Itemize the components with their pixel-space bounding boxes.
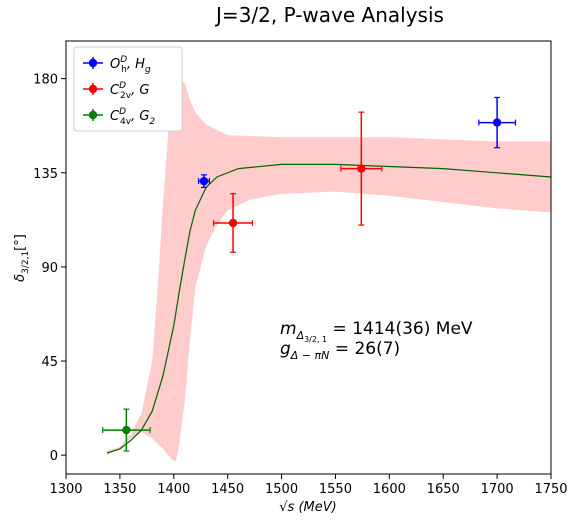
y-tick-label: 180 (33, 73, 58, 88)
y-axis-ticks: 0 45 90 135 180 (33, 73, 66, 464)
x-tick-label: 1650 (427, 482, 460, 497)
legend-marker (88, 110, 98, 120)
annotation-mass: mΔ3/2, 1 = 1414(36) MeV (280, 319, 473, 344)
y-axis-label: δ3/2,1[°] (13, 234, 31, 282)
x-tick-label: 1700 (481, 482, 514, 497)
y-tick-label: 90 (41, 261, 58, 276)
legend-label: CD 2v, G (110, 81, 149, 101)
data-point (478, 96, 517, 149)
annotation-coupling: gΔ − πN = 26(7) (280, 339, 400, 362)
error-band-layer (106, 78, 551, 462)
legend-marker (88, 58, 98, 68)
x-axis-ticks: 1300 1350 1400 1450 1500 1550 1600 1650 1700 1750 (49, 474, 568, 497)
data-point (102, 408, 151, 452)
marker (199, 176, 209, 186)
marker (357, 164, 366, 173)
legend-item: CD 2v, G (83, 81, 149, 101)
x-tick-label: 1300 (49, 482, 82, 497)
fit-curve (106, 163, 552, 454)
x-tick-label: 1400 (157, 482, 190, 497)
legend-box (73, 46, 183, 132)
y-tick-label: 0 (50, 449, 58, 464)
data-point (197, 174, 210, 189)
data-points-layer (102, 96, 517, 452)
x-tick-label: 1500 (265, 482, 298, 497)
data-point (340, 111, 383, 226)
x-tick-label: 1450 (211, 482, 244, 497)
legend-item: OD h, Hg (83, 55, 151, 75)
legend-marker (88, 84, 98, 94)
y-tick-label: 45 (41, 355, 58, 370)
error-band (106, 78, 551, 462)
data-point (213, 193, 254, 253)
legend: OD h, Hg CD 2v, G CD 4v, G2 (73, 46, 183, 132)
legend-label: CD 4v, G2 (110, 107, 155, 127)
x-tick-label: 1350 (103, 482, 136, 497)
y-tick-label: 135 (33, 167, 58, 182)
marker (122, 425, 131, 435)
chart-title: J=3/2, P-wave Analysis (214, 3, 444, 27)
x-tick-label: 1750 (534, 482, 567, 497)
x-tick-label: 1600 (373, 482, 406, 497)
fit-annotation: mΔ3/2, 1 = 1414(36) MeV gΔ − πN = 26(7) (280, 319, 473, 362)
x-tick-label: 1550 (319, 482, 352, 497)
fit-curve-layer (106, 163, 552, 454)
legend-label: OD h, Hg (110, 55, 151, 75)
plot-frame (65, 40, 552, 475)
x-axis-label: √s (MeV) (279, 500, 336, 515)
legend-item: CD 4v, G2 (83, 107, 155, 127)
marker (228, 218, 238, 228)
marker (492, 118, 502, 127)
legend-items: OD h, Hg CD 2v, G CD 4v, G2 (83, 55, 155, 127)
